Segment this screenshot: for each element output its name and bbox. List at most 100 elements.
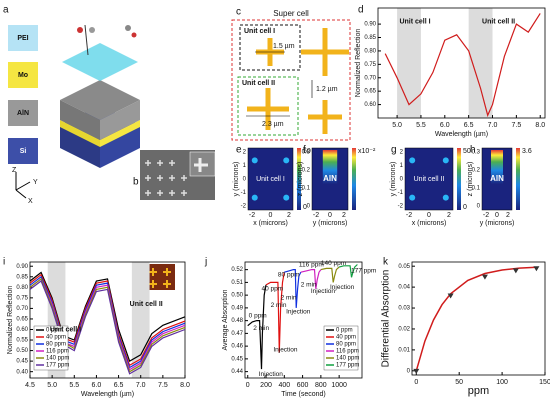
- heatmap-ytick: 2: [400, 150, 404, 156]
- y-tick-label: 0.60: [16, 327, 28, 333]
- legend-label: 177 ppm: [46, 363, 69, 369]
- layer-swatch: [8, 138, 38, 164]
- heatmap-xtick: -2: [483, 212, 489, 219]
- supercell-title: Super cell: [273, 9, 309, 18]
- heatmap-ylabel: y (microns): [390, 162, 397, 197]
- layer-swatch: [8, 62, 38, 88]
- heatmap-xlabel: x (microns): [253, 220, 288, 227]
- y-tick-label: 0.46: [231, 344, 243, 350]
- x-tick-label: 100: [496, 379, 508, 386]
- dim-label: 2.3 µm: [262, 121, 284, 128]
- shaded-band: [131, 262, 150, 378]
- colorbar-label: 0: [463, 204, 467, 211]
- supercell: [231, 19, 351, 141]
- heatmap-xtick: 2: [506, 212, 510, 219]
- plot-frame: [377, 7, 546, 119]
- legend-label: 0 ppm: [336, 328, 353, 334]
- heatmap-spot: [442, 157, 449, 164]
- x-tick-label: 400: [278, 382, 290, 389]
- legend-label: 116 ppm: [46, 349, 69, 355]
- heatmap-ylabel: z (microns): [467, 162, 474, 197]
- axis-letter: X: [28, 198, 33, 205]
- x-tick-label: 5.0: [47, 382, 57, 389]
- panel-letter: g: [391, 145, 397, 156]
- heatmap-xtick: -2: [313, 212, 319, 219]
- series-line: [265, 272, 285, 353]
- heatmap-ytick: 0.1: [472, 186, 481, 192]
- x-axis-label: Time (second): [281, 391, 325, 398]
- heatmap-xlabel: x (microns): [412, 220, 447, 227]
- y-axis-label: Differential Absorption: [381, 270, 392, 368]
- colorbar: [516, 148, 520, 210]
- legend-box: [323, 325, 359, 371]
- heatmap-xtick: 0: [328, 212, 332, 219]
- y-tick-label: 0.75: [16, 295, 28, 301]
- heatmap-ytick: 0: [477, 204, 481, 210]
- colorbar-label: x10⁻²: [358, 148, 376, 155]
- y-tick-label: 0.51: [231, 280, 243, 286]
- y-tick-label: 0.47: [231, 331, 243, 337]
- y-tick-label: 0.50: [16, 348, 28, 354]
- y-tick-label: 0.49: [231, 305, 243, 311]
- series-line: [284, 269, 302, 308]
- heatmap-xtick: 2: [447, 212, 451, 219]
- annotation: Unit cell I: [399, 18, 430, 25]
- annotation: 140 ppm: [321, 260, 346, 267]
- heatmap-label: AlN: [490, 174, 504, 183]
- x-axis-label: Wavelength (µm): [81, 391, 134, 398]
- annotation: 80 ppm: [278, 271, 300, 278]
- heatmap-spot: [409, 157, 416, 164]
- y-tick-label: 0.80: [16, 285, 28, 291]
- y-axis-label: Normalized Reflection: [7, 286, 14, 355]
- heatmap-xtick: 0: [427, 212, 431, 219]
- axis-letter: Y: [33, 179, 38, 186]
- series-line: [320, 266, 340, 283]
- y-tick-label: 0.70: [364, 75, 376, 81]
- y-tick-label: 0.48: [231, 318, 243, 324]
- legend-label: 0 ppm: [46, 328, 63, 334]
- y-tick-label: 0.01: [398, 347, 410, 353]
- x-tick-label: 8.0: [180, 382, 190, 389]
- panel-letter: e: [236, 145, 242, 156]
- x-tick-label: 6.0: [440, 122, 450, 129]
- colorbar: [352, 148, 356, 210]
- x-axis-label: ppm: [468, 385, 489, 397]
- unit-label: Unit cell I: [244, 28, 275, 35]
- fit-line: [415, 266, 537, 372]
- y-tick-label: 0.44: [231, 369, 243, 375]
- heatmap-ytick: 1: [400, 163, 404, 169]
- heatmap-spot: [251, 157, 258, 164]
- series-line: [300, 269, 322, 289]
- x-tick-label: 7.0: [136, 382, 146, 389]
- y-tick-label: 0.04: [398, 285, 410, 291]
- x-tick-label: 7.5: [512, 122, 522, 129]
- series-line: [247, 284, 267, 370]
- dim-label: 1.5 µm: [273, 43, 295, 50]
- annotation: 40 ppm: [261, 285, 283, 292]
- panel-letter: i: [3, 257, 5, 268]
- colorbar-label: 3.6: [522, 148, 532, 155]
- panel-letter: k: [383, 257, 389, 268]
- y-tick-label: 0.45: [231, 356, 243, 362]
- legend-label: 80 ppm: [46, 342, 66, 348]
- heatmap-ytick: 2: [243, 150, 247, 156]
- annotation: 2 min: [253, 325, 269, 332]
- colorbar-label: 0: [303, 204, 307, 211]
- y-axis-label: Normalized Reflection: [355, 29, 362, 98]
- x-tick-label: 6.5: [114, 382, 124, 389]
- annotation: 2 min: [271, 302, 287, 309]
- heatmap-spot: [251, 194, 258, 201]
- data-point: [413, 368, 420, 374]
- x-tick-label: 5.5: [416, 122, 426, 129]
- sem-image: [140, 150, 216, 200]
- x-tick-label: 1000: [331, 382, 347, 389]
- y-tick-label: 0.85: [16, 274, 28, 280]
- heatmap-xtick: 2: [342, 212, 346, 219]
- colorbar: [297, 148, 301, 210]
- device-stack: [15, 24, 140, 199]
- annotation: Injection: [259, 371, 284, 378]
- layer-label: Si: [20, 148, 27, 155]
- layer-label: PEI: [17, 35, 28, 42]
- layer-swatch: [8, 25, 38, 51]
